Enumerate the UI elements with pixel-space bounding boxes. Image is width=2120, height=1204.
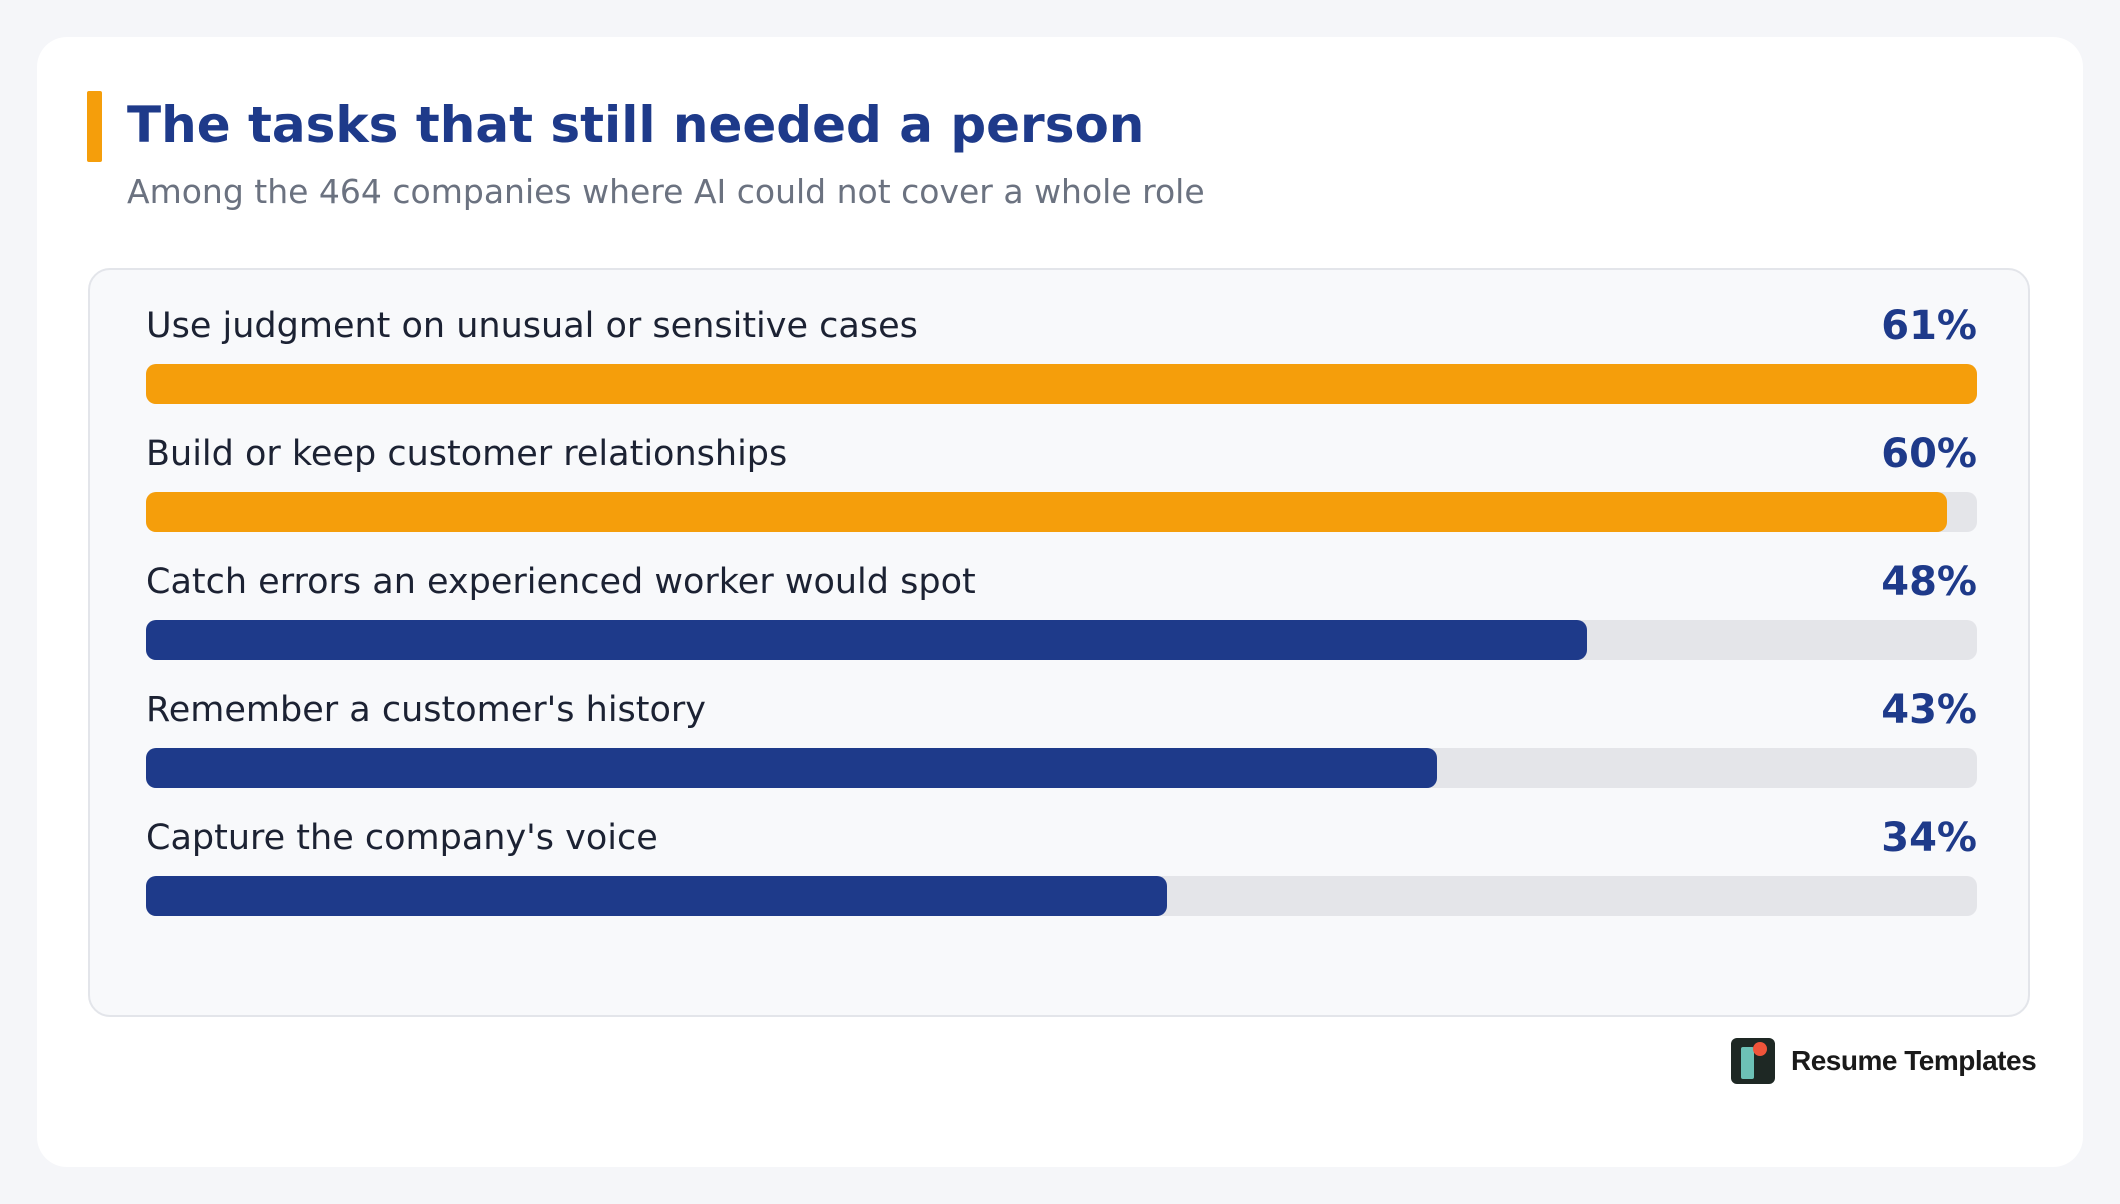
bar-row: Build or keep customer relationships 60% (146, 424, 1977, 534)
bar-track (146, 492, 1977, 532)
bar-category-label: Use judgment on unusual or sensitive cas… (146, 306, 918, 346)
bar-value-label: 60% (1881, 431, 1977, 477)
bar-row: Catch errors an experienced worker would… (146, 552, 1977, 662)
bar-track (146, 364, 1977, 404)
bar-value-label: 43% (1881, 687, 1977, 733)
resume-templates-logo-icon (1731, 1038, 1775, 1084)
chart-title: The tasks that still needed a person (127, 96, 1145, 154)
bar-value-label: 34% (1881, 815, 1977, 861)
bar-value-label: 48% (1881, 559, 1977, 605)
bar-chart-panel: Use judgment on unusual or sensitive cas… (88, 268, 2030, 1017)
bar (146, 364, 1977, 404)
title-accent-bar (87, 91, 102, 162)
bar-category-label: Capture the company's voice (146, 818, 658, 858)
bar-category-label: Build or keep customer relationships (146, 434, 788, 474)
chart-card: The tasks that still needed a person Amo… (37, 37, 2083, 1167)
bar-row: Capture the company's voice 34% (146, 808, 1977, 918)
chart-subtitle: Among the 464 companies where AI could n… (127, 172, 1205, 211)
bar-category-label: Catch errors an experienced worker would… (146, 562, 976, 602)
bar-row: Remember a customer's history 43% (146, 680, 1977, 790)
bar-track (146, 748, 1977, 788)
bar (146, 876, 1167, 916)
bar (146, 492, 1947, 532)
bar (146, 748, 1437, 788)
bar-category-label: Remember a customer's history (146, 690, 707, 730)
bar-row: Use judgment on unusual or sensitive cas… (146, 296, 1977, 406)
bar-track (146, 876, 1977, 916)
brand-name: Resume Templates (1791, 1045, 2037, 1076)
bar (146, 620, 1587, 660)
bar-track (146, 620, 1977, 660)
bar-value-label: 61% (1881, 303, 1977, 349)
